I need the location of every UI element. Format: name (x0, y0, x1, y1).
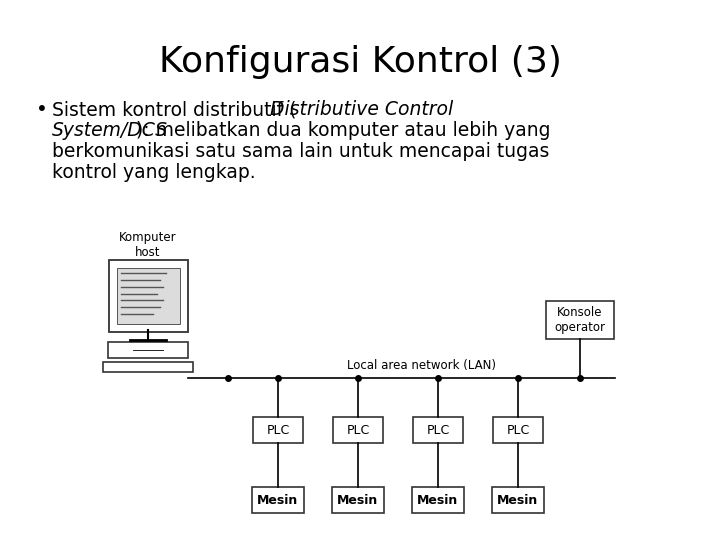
Text: PLC: PLC (266, 423, 289, 436)
FancyBboxPatch shape (412, 487, 464, 513)
FancyBboxPatch shape (333, 417, 383, 443)
Text: berkomunikasi satu sama lain untuk mencapai tugas: berkomunikasi satu sama lain untuk menca… (52, 142, 549, 161)
FancyBboxPatch shape (492, 487, 544, 513)
FancyBboxPatch shape (546, 301, 614, 339)
Text: Sistem kontrol distributif (: Sistem kontrol distributif ( (52, 100, 297, 119)
Text: Mesin: Mesin (498, 494, 539, 507)
FancyBboxPatch shape (332, 487, 384, 513)
Text: PLC: PLC (506, 423, 530, 436)
Text: PLC: PLC (346, 423, 369, 436)
FancyBboxPatch shape (109, 260, 187, 332)
Text: •: • (36, 100, 48, 119)
Text: Komputer
host: Komputer host (120, 231, 177, 259)
Text: ): melibatkan dua komputer atau lebih yang: ): melibatkan dua komputer atau lebih ya… (136, 121, 551, 140)
Text: System/DCS: System/DCS (52, 121, 168, 140)
FancyBboxPatch shape (103, 362, 193, 372)
Text: Distributive Control: Distributive Control (270, 100, 454, 119)
Text: Konsole
operator: Konsole operator (554, 306, 606, 334)
Text: Local area network (LAN): Local area network (LAN) (347, 359, 496, 372)
FancyBboxPatch shape (413, 417, 463, 443)
Text: PLC: PLC (426, 423, 449, 436)
FancyBboxPatch shape (253, 417, 303, 443)
FancyBboxPatch shape (117, 268, 179, 324)
Text: Konfigurasi Kontrol (3): Konfigurasi Kontrol (3) (158, 45, 562, 79)
FancyBboxPatch shape (108, 342, 188, 358)
FancyBboxPatch shape (252, 487, 304, 513)
Text: Mesin: Mesin (257, 494, 299, 507)
FancyBboxPatch shape (493, 417, 543, 443)
Text: Mesin: Mesin (338, 494, 379, 507)
Text: kontrol yang lengkap.: kontrol yang lengkap. (52, 163, 256, 182)
Text: Mesin: Mesin (418, 494, 459, 507)
